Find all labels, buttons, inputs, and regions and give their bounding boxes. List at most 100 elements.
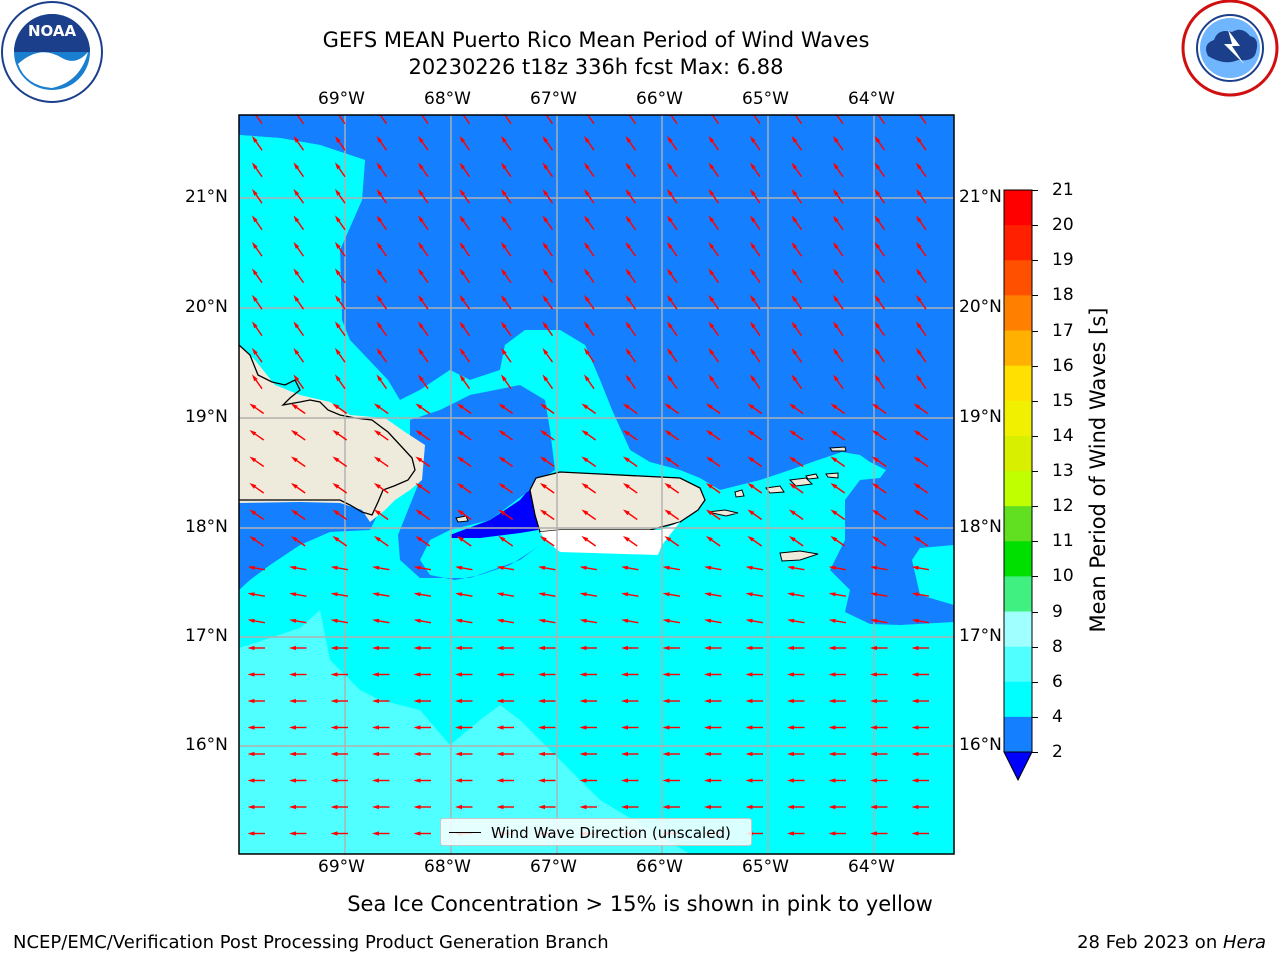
wind-wave-arrow xyxy=(293,188,305,204)
graticule xyxy=(239,115,954,854)
colorbar-tick-label: 11 xyxy=(1052,531,1074,552)
wind-wave-arrow xyxy=(289,592,307,597)
wind-wave-arrow xyxy=(749,115,761,125)
wind-wave-arrow xyxy=(791,268,803,284)
colorbar-bin xyxy=(1004,646,1032,683)
wind-wave-arrow xyxy=(500,321,512,337)
wind-wave-arrow xyxy=(542,374,554,390)
wind-wave-arrow xyxy=(625,241,637,257)
colorbar-tick-label: 8 xyxy=(1052,636,1063,657)
colorbar-tick-mark xyxy=(1032,435,1038,437)
wind-wave-arrow xyxy=(581,456,597,468)
wind-wave-arrow xyxy=(334,347,346,363)
lon-label-top-69w: 69°W xyxy=(318,89,365,109)
wind-wave-arrow xyxy=(417,135,429,151)
wind-wave-arrow xyxy=(417,162,429,178)
wind-wave-arrow xyxy=(828,618,847,624)
wind-wave-arrow xyxy=(498,535,514,547)
wind-wave-arrow xyxy=(293,321,305,337)
wind-wave-arrow xyxy=(791,294,803,310)
colorbar-tick-mark xyxy=(1032,225,1038,227)
wind-wave-arrows xyxy=(247,115,930,836)
lon-label-top-65w: 65°W xyxy=(742,89,789,109)
wind-wave-arrow xyxy=(788,429,804,441)
wind-wave-arrow xyxy=(413,565,432,571)
colorbar-tick-label: 14 xyxy=(1052,425,1074,446)
wind-wave-arrow xyxy=(373,482,389,494)
wind-wave-arrow xyxy=(293,162,305,178)
wind-wave-arrow xyxy=(456,535,472,547)
wind-wave-arrow xyxy=(666,374,678,390)
wind-wave-arrow xyxy=(459,241,471,257)
lon-label-bottom-67w: 67°W xyxy=(530,857,577,877)
wind-wave-arrow xyxy=(459,347,471,363)
wind-wave-arrow xyxy=(498,403,514,415)
wind-wave-arrow xyxy=(579,618,598,624)
wind-wave-arrow xyxy=(874,268,886,284)
wind-wave-arrow xyxy=(251,374,263,390)
colorbar-tick-mark xyxy=(1032,716,1038,718)
colorbar-tick-mark xyxy=(1032,330,1038,332)
colorbar-tick-label: 10 xyxy=(1052,566,1074,587)
wind-wave-arrow xyxy=(625,188,637,204)
lat-label-left-16n: 16°N xyxy=(185,735,228,755)
wind-wave-arrow xyxy=(538,592,556,597)
map-frame xyxy=(238,114,955,855)
wind-wave-arrow xyxy=(455,592,473,597)
lon-label-bottom-66w: 66°W xyxy=(636,857,683,877)
lon-label-top-66w: 66°W xyxy=(636,89,683,109)
wind-wave-arrow xyxy=(456,429,472,441)
noaa-logo-text: NOAA xyxy=(28,22,77,40)
wind-wave-arrow xyxy=(417,347,429,363)
period-field-6-8 xyxy=(239,610,690,854)
wind-wave-arrow xyxy=(373,403,389,415)
lon-label-bottom-69w: 69°W xyxy=(318,857,365,877)
wind-wave-arrow xyxy=(376,215,388,231)
wind-wave-arrow xyxy=(251,135,263,151)
wind-wave-arrow xyxy=(705,403,721,415)
wind-wave-arrow xyxy=(334,162,346,178)
wind-wave-arrow xyxy=(542,347,554,363)
wind-wave-arrow xyxy=(456,482,472,494)
colorbar-tick-label: 21 xyxy=(1052,180,1074,200)
wind-wave-arrow xyxy=(542,162,554,178)
wind-wave-arrow xyxy=(330,565,349,571)
colorbar-bin xyxy=(1004,365,1032,402)
wind-wave-arrow xyxy=(251,162,263,178)
wind-wave-arrow xyxy=(500,215,512,231)
colorbar-tick-label: 6 xyxy=(1052,671,1063,692)
wind-wave-arrow xyxy=(747,535,763,547)
legend-line-swatch xyxy=(449,832,481,833)
colorbar-bin xyxy=(1004,681,1032,718)
wind-wave-arrow xyxy=(293,268,305,284)
period-field-2-4-mona-south xyxy=(398,385,555,580)
wind-wave-arrow xyxy=(289,618,307,624)
wind-wave-arrow xyxy=(871,482,887,494)
wind-wave-arrow xyxy=(249,403,265,415)
wind-wave-arrow xyxy=(334,115,346,125)
wind-wave-arrow xyxy=(747,456,763,468)
footer-date: 28 Feb 2023 on Hera xyxy=(1077,932,1266,954)
colorbar-tick-label: 15 xyxy=(1052,390,1074,411)
colorbar-tick-mark xyxy=(1032,681,1038,683)
wind-wave-arrow xyxy=(583,294,595,310)
colorbar-bin xyxy=(1004,471,1032,507)
wind-wave-arrow xyxy=(832,374,844,390)
colorbar-tick-mark xyxy=(1032,541,1038,543)
wind-wave-arrow xyxy=(745,565,764,571)
wind-wave-arrow xyxy=(293,135,305,151)
wind-wave-arrow xyxy=(874,188,886,204)
wind-wave-arrow xyxy=(249,456,265,468)
wind-wave-arrow xyxy=(705,535,721,547)
colorbar-tick-mark xyxy=(1032,471,1038,472)
wind-wave-arrow xyxy=(832,115,844,125)
wind-wave-arrow xyxy=(666,115,678,125)
wind-wave-arrow xyxy=(666,162,678,178)
wind-wave-arrow xyxy=(251,268,263,284)
wind-wave-arrow xyxy=(871,509,887,521)
wind-wave-arrow xyxy=(539,429,555,441)
wind-wave-arrow xyxy=(330,592,349,597)
wind-wave-arrow xyxy=(376,347,388,363)
wind-wave-arrow xyxy=(664,403,680,415)
